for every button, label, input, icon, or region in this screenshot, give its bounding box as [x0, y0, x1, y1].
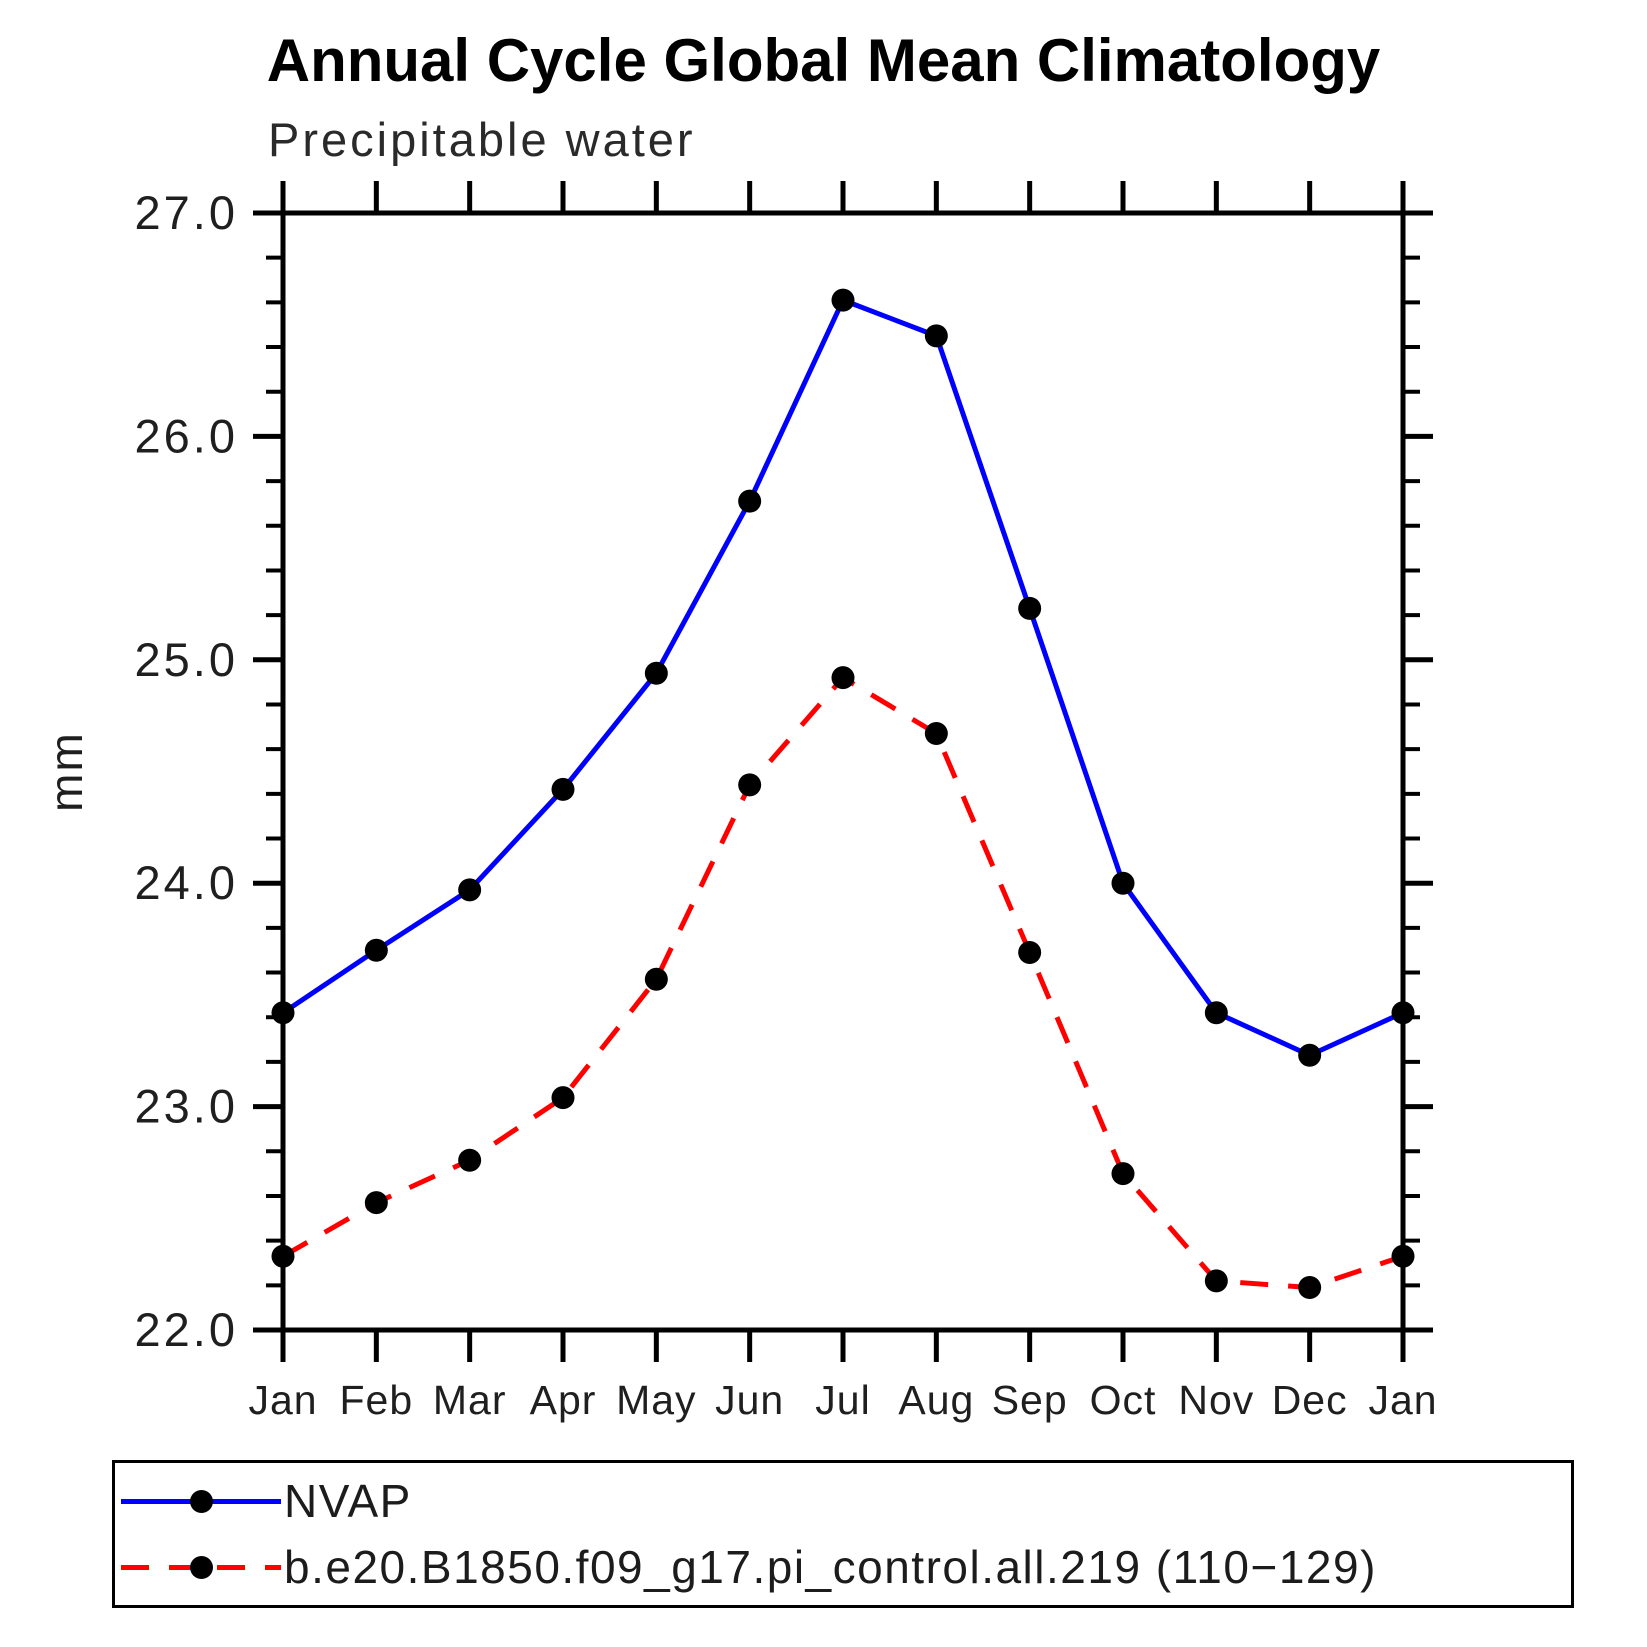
x-tick-label: Jun — [715, 1377, 784, 1423]
nvap-data-point-marker — [271, 1001, 295, 1025]
model-marker-dot — [189, 1555, 213, 1579]
model-data-point-marker — [1391, 1244, 1415, 1268]
x-tick-label: Feb — [340, 1377, 414, 1423]
x-tick-label: Dec — [1272, 1377, 1348, 1423]
x-tick-label: May — [616, 1377, 696, 1423]
y-tick-label: 24.0 — [135, 856, 238, 909]
model-data-point-marker — [738, 773, 762, 797]
nvap-marker-dot — [189, 1489, 213, 1513]
chart-subtitle: Precipitable water — [268, 113, 696, 166]
nvap-line-swatch — [121, 1489, 281, 1513]
x-tick-label: Aug — [898, 1377, 974, 1423]
nvap-data-point-marker — [924, 324, 948, 348]
x-tick-label: Sep — [992, 1377, 1068, 1423]
legend-item-model: b.e20.B1850.f09_g17.pi_control.all.219 (… — [121, 1541, 1377, 1593]
nvap-data-point-marker — [1298, 1043, 1322, 1067]
model-data-point-marker — [364, 1191, 388, 1215]
model-data-point-marker — [458, 1148, 482, 1172]
model-data-point-marker — [271, 1244, 295, 1268]
x-tick-label: Mar — [433, 1377, 507, 1423]
model-data-point-marker — [1298, 1276, 1322, 1300]
x-tick-label: Jan — [1368, 1377, 1437, 1423]
nvap-data-point-marker — [1018, 596, 1042, 620]
legend-item-nvap: NVAP — [121, 1475, 412, 1527]
nvap-data-point-marker — [738, 489, 762, 513]
y-tick-label: 25.0 — [135, 633, 238, 686]
y-tick-label: 22.0 — [135, 1303, 238, 1356]
nvap-data-point-marker — [1204, 1001, 1228, 1025]
x-tick-label: Jul — [815, 1377, 870, 1423]
model-data-point-marker — [831, 666, 855, 690]
x-tick-label: Jan — [248, 1377, 317, 1423]
nvap-data-point-marker — [364, 938, 388, 962]
nvap-data-point-marker — [1111, 871, 1135, 895]
y-tick-label: 23.0 — [135, 1080, 238, 1133]
legend-label-model: b.e20.B1850.f09_g17.pi_control.all.219 (… — [284, 1541, 1377, 1593]
model-data-point-marker — [924, 722, 948, 746]
x-tick-label: Oct — [1090, 1377, 1157, 1423]
nvap-data-point-marker — [644, 661, 668, 685]
model-data-point-marker — [551, 1086, 575, 1110]
x-tick-label: Nov — [1178, 1377, 1254, 1423]
legend: NVAP b.e20.B1850.f09_g17.pi_control.all.… — [112, 1460, 1574, 1608]
model-data-point-marker — [1111, 1162, 1135, 1186]
model-data-point-marker — [1204, 1269, 1228, 1293]
chart-title: Annual Cycle Global Mean Climatology — [266, 27, 1381, 94]
model-series-line — [281, 675, 1404, 1291]
x-tick-label: Apr — [530, 1377, 597, 1423]
model-data-point-marker — [644, 967, 668, 991]
legend-label-nvap: NVAP — [284, 1475, 412, 1527]
nvap-data-point-marker — [458, 878, 482, 902]
y-tick-label: 27.0 — [135, 186, 238, 239]
nvap-data-point-marker — [1391, 1001, 1415, 1025]
y-axis-label: mm — [40, 731, 92, 812]
model-data-point-marker — [1018, 940, 1042, 964]
y-tick-label: 26.0 — [135, 409, 238, 462]
nvap-data-point-marker — [551, 777, 575, 801]
plot-frame — [280, 210, 1406, 1333]
model-line-swatch — [121, 1555, 281, 1579]
nvap-data-point-marker — [831, 288, 855, 312]
